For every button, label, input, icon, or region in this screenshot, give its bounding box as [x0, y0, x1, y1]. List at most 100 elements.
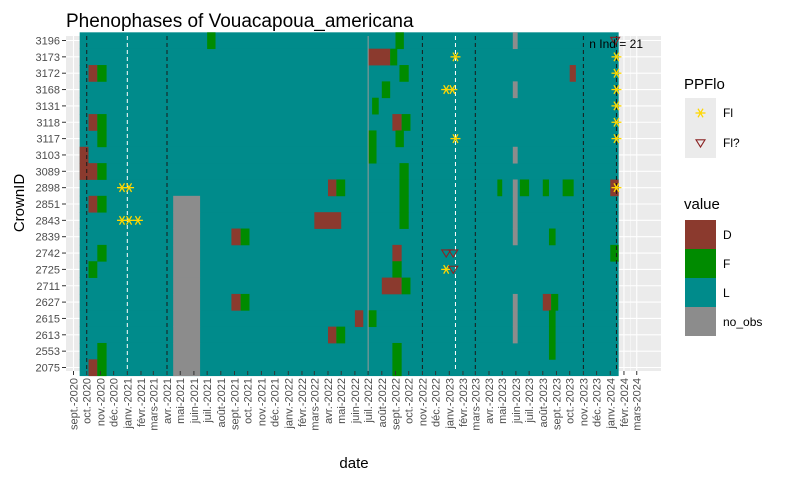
- y-tick-label-3196: 3196: [36, 36, 60, 48]
- cell-d-2898: [327, 179, 337, 197]
- x-tick-label-f-vr-2024: févr.-2024: [619, 378, 631, 427]
- fl-star-stroke: [613, 68, 620, 78]
- cell-f-2851: [97, 195, 107, 213]
- cell-f-2851: [399, 195, 409, 213]
- legend-value-label-d: D: [723, 228, 732, 242]
- fl-star-marker: [611, 117, 622, 127]
- cell-f-3118: [401, 114, 411, 131]
- cell-f-2843: [399, 212, 409, 229]
- x-axis: sept.-2020 oct.-2020 nov.-2020 déc.-2020 jan…: [68, 371, 644, 431]
- x-tick-label-oct-2022: oct.-2022: [404, 378, 416, 424]
- cell-f-2075: [97, 359, 107, 377]
- cell-no-obs-2711: [173, 277, 201, 295]
- legend-ppflo-label-fl: Fl?: [723, 136, 740, 150]
- y-axis: 3196 3173 3172 3168 3131 3118 3117 3103 3089 2898…: [36, 36, 66, 375]
- x-tick-label-avr-2022: avr.-2022: [323, 378, 335, 424]
- cell-f-3196: [207, 32, 216, 50]
- cell-f-3118: [97, 114, 107, 131]
- x-tick-label-mars-2023: mars-2023: [470, 378, 482, 431]
- y-tick-label-3117: 3117: [36, 134, 60, 146]
- cell-d-3172: [88, 65, 98, 82]
- cell-f-3172: [399, 65, 409, 82]
- cell-L-3131: [79, 97, 619, 115]
- cell-f-3117: [368, 130, 377, 148]
- cell-no-obs-2851: [173, 195, 201, 213]
- cell-L-2725: [79, 261, 619, 278]
- x-tick-label-d-c-2021: déc.-2021: [270, 378, 282, 427]
- cell-L-3173: [79, 48, 619, 66]
- fl-star-stroke: [613, 101, 620, 111]
- x-tick-label-janv-2023: janv.-2023: [444, 378, 456, 430]
- fl-star-stroke: [613, 52, 620, 62]
- fl-star-marker: [441, 264, 452, 275]
- cell-L-3168: [79, 81, 619, 99]
- fl-star-marker: [611, 84, 622, 95]
- fl-star-stroke: [452, 52, 459, 62]
- x-tick-label-sept-2022: sept.-2022: [390, 378, 402, 430]
- cell-L-3118: [79, 114, 619, 131]
- legend-value-label-l: L: [723, 286, 730, 300]
- cell-d-2627: [542, 293, 552, 311]
- cell-f-2898: [497, 179, 503, 197]
- cell-d-3173: [368, 48, 391, 66]
- cell-no-obs-2615: [173, 310, 201, 328]
- legend-swatch-f: [685, 249, 716, 278]
- x-tick-label-juil-2022: juil.-2022: [363, 378, 375, 424]
- cell-no-obs-2839: [512, 228, 518, 246]
- y-tick-label-2839: 2839: [36, 232, 60, 244]
- cell-f-2613: [336, 326, 346, 344]
- legend-ppflo: PPFlo Fl Fl?: [684, 76, 740, 158]
- x-tick-label-oct-2021: oct.-2021: [243, 378, 255, 424]
- cell-L-3117: [79, 130, 619, 148]
- cell-L-2711: [79, 277, 619, 295]
- x-tick-label-juil-2023: juil.-2023: [524, 378, 536, 424]
- cell-L-2839: [79, 228, 619, 246]
- cell-f-2898: [399, 179, 409, 197]
- legend-swatch-l: [685, 278, 716, 307]
- fl-star-stroke: [613, 182, 620, 193]
- legend-swatch-d: [685, 220, 716, 249]
- cell-L-2843: [79, 212, 619, 229]
- x-tick-label-mai-2022: mai-2022: [336, 378, 348, 424]
- y-tick-label-3131: 3131: [36, 101, 60, 113]
- x-tick-label-juin-2023: juin-2023: [511, 378, 523, 424]
- fl-star-stroke: [126, 182, 133, 193]
- fl-star-marker: [695, 108, 706, 118]
- flq-triangle-marker: [695, 139, 706, 149]
- cell-f-3089: [97, 163, 107, 180]
- cell-d-2742: [392, 244, 402, 262]
- cell-no-obs-2553: [173, 342, 201, 360]
- y-tick-label-2898: 2898: [36, 183, 60, 195]
- cell-L-2075: [79, 359, 619, 377]
- cell-d-2843: [314, 212, 342, 229]
- cell-f-2742: [610, 244, 619, 262]
- fl-star-stroke: [126, 215, 133, 226]
- fl-star-stroke: [134, 215, 141, 226]
- cell-f-2898: [562, 179, 574, 197]
- cell-L-2613: [79, 326, 619, 344]
- cell-f-2839: [548, 228, 556, 246]
- x-axis-title: date: [339, 455, 368, 472]
- x-tick-label-mai-2023: mai-2023: [497, 378, 509, 424]
- cell-f-3172: [97, 65, 107, 82]
- cell-d-2613: [327, 326, 337, 344]
- cell-d-2851: [88, 195, 98, 213]
- flq-triangle-marker: [440, 249, 452, 259]
- chart-title: Phenophases of Vouacapoua_americana: [66, 11, 414, 32]
- cell-no-obs-2843: [173, 212, 201, 229]
- y-tick-label-3173: 3173: [36, 52, 60, 64]
- cell-d-2839: [231, 228, 241, 246]
- x-tick-label-f-vr-2021: févr.-2021: [136, 378, 148, 427]
- cell-f-2725: [88, 261, 98, 278]
- x-tick-label-sept-2023: sept.-2023: [551, 378, 563, 430]
- x-tick-label-ao-t-2023: août-2023: [538, 378, 550, 428]
- x-tick-label-avr-2023: avr.-2023: [484, 378, 496, 424]
- y-tick-label-2711: 2711: [36, 281, 60, 293]
- reference-lines: [86, 36, 617, 371]
- x-tick-label-f-vr-2023: févr.-2023: [458, 378, 470, 427]
- x-tick-label-juil-2021: juil.-2021: [202, 378, 214, 424]
- cell-no-obs-2851: [512, 195, 518, 213]
- cell-f-2725: [392, 261, 402, 278]
- fl-star-marker: [611, 133, 622, 144]
